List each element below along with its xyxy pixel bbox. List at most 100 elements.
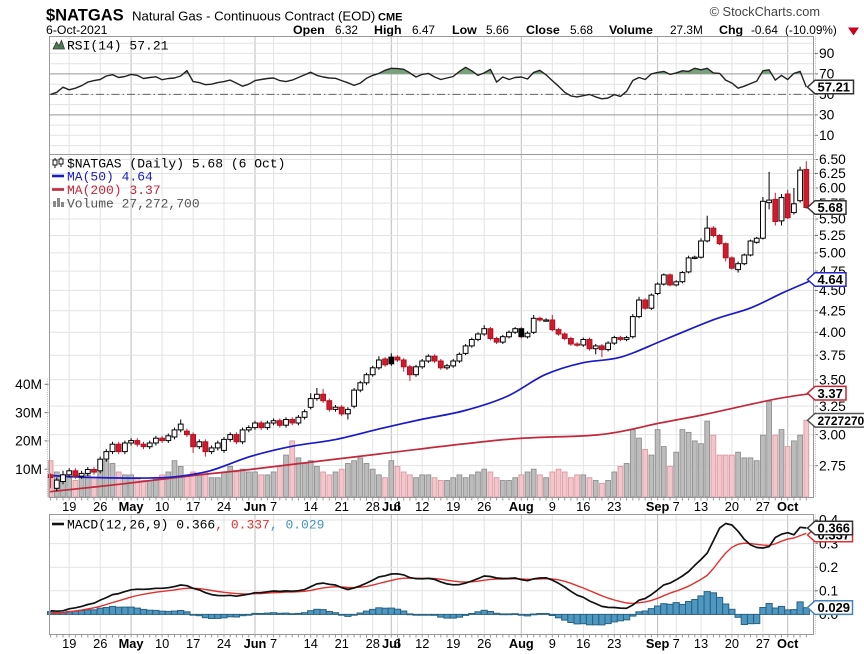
- svg-text:10: 10: [155, 636, 169, 651]
- svg-text:3.00: 3.00: [819, 427, 846, 442]
- svg-text:14: 14: [304, 499, 318, 514]
- svg-text:Jun: Jun: [244, 499, 267, 514]
- svg-text:6: 6: [394, 636, 401, 651]
- svg-text:30: 30: [819, 108, 835, 123]
- svg-text:5.50: 5.50: [819, 212, 846, 227]
- svg-text:Low: Low: [452, 23, 477, 37]
- svg-text:13: 13: [694, 499, 708, 514]
- svg-text:Sep: Sep: [646, 636, 670, 651]
- svg-text:3.50: 3.50: [819, 373, 846, 388]
- svg-text:$NATGAS: $NATGAS: [46, 7, 124, 25]
- svg-text:Volume: Volume: [609, 23, 653, 37]
- svg-text:26: 26: [93, 499, 107, 514]
- svg-text:21: 21: [335, 499, 349, 514]
- svg-text:17: 17: [186, 499, 200, 514]
- svg-text:12: 12: [415, 636, 429, 651]
- svg-text:27: 27: [756, 636, 770, 651]
- svg-text:7: 7: [270, 636, 277, 651]
- svg-text:4.25: 4.25: [819, 303, 846, 318]
- svg-text:$NATGAS (Daily) 5.68 (6 Oct): $NATGAS (Daily) 5.68 (6 Oct): [67, 157, 285, 172]
- svg-text:57.21: 57.21: [818, 80, 851, 95]
- svg-text:10: 10: [819, 128, 835, 143]
- svg-text:28: 28: [366, 636, 380, 651]
- svg-text:-0.64: -0.64: [751, 23, 778, 37]
- svg-text:6.32: 6.32: [335, 23, 358, 37]
- svg-text:CME: CME: [378, 12, 402, 24]
- svg-text:90: 90: [819, 46, 835, 61]
- svg-text:28: 28: [366, 499, 380, 514]
- svg-text:(-10.09%): (-10.09%): [785, 23, 837, 37]
- svg-text:Open: Open: [293, 23, 325, 37]
- svg-text:Natural Gas - Continuous Contr: Natural Gas - Continuous Contract (EOD): [132, 9, 375, 24]
- svg-text:23: 23: [607, 636, 621, 651]
- svg-text:MACD(12,26,9) 0.366, 0.337, 0.: MACD(12,26,9) 0.366, 0.337, 0.029: [67, 518, 324, 533]
- svg-text:20: 20: [725, 636, 739, 651]
- svg-text:Jul: Jul: [382, 499, 401, 514]
- svg-text:26: 26: [477, 636, 491, 651]
- svg-text:16: 16: [576, 499, 590, 514]
- svg-text:3.37: 3.37: [818, 386, 843, 401]
- svg-text:26: 26: [93, 636, 107, 651]
- svg-text:3.25: 3.25: [819, 399, 846, 414]
- svg-text:Jul: Jul: [382, 636, 401, 651]
- svg-text:6.50: 6.50: [819, 152, 846, 167]
- svg-text:0.366: 0.366: [818, 521, 851, 536]
- svg-text:Oct: Oct: [777, 636, 799, 651]
- svg-text:Sep: Sep: [646, 499, 670, 514]
- svg-text:0.029: 0.029: [818, 600, 851, 615]
- svg-text:May: May: [119, 499, 145, 514]
- svg-text:13: 13: [694, 636, 708, 651]
- svg-text:24: 24: [217, 499, 231, 514]
- svg-text:6.25: 6.25: [819, 166, 846, 181]
- svg-text:6: 6: [394, 499, 401, 514]
- svg-text:5.68: 5.68: [818, 200, 843, 215]
- svg-text:40M: 40M: [15, 377, 42, 392]
- svg-text:6.00: 6.00: [819, 181, 846, 196]
- svg-text:5.00: 5.00: [819, 246, 846, 261]
- svg-text:12: 12: [415, 499, 429, 514]
- svg-text:7: 7: [673, 499, 680, 514]
- svg-text:26: 26: [477, 499, 491, 514]
- svg-text:Chg: Chg: [719, 23, 743, 37]
- svg-text:4.00: 4.00: [819, 325, 846, 340]
- svg-text:20: 20: [725, 499, 739, 514]
- svg-text:5.66: 5.66: [486, 23, 509, 37]
- svg-text:7: 7: [673, 636, 680, 651]
- svg-text:19: 19: [446, 636, 460, 651]
- svg-text:5.25: 5.25: [819, 228, 846, 243]
- svg-text:6-Oct-2021: 6-Oct-2021: [46, 23, 108, 37]
- svg-text:MA(200) 3.37: MA(200) 3.37: [67, 183, 161, 198]
- svg-text:10M: 10M: [15, 462, 42, 477]
- svg-text:3.75: 3.75: [819, 348, 846, 363]
- svg-text:4.64: 4.64: [818, 272, 844, 287]
- svg-text:70: 70: [819, 67, 835, 82]
- svg-text:© StockCharts.com: © StockCharts.com: [710, 4, 820, 19]
- svg-text:9: 9: [549, 499, 556, 514]
- svg-text:17: 17: [186, 636, 200, 651]
- svg-text:7: 7: [270, 499, 277, 514]
- svg-text:19: 19: [446, 499, 460, 514]
- svg-text:5.68: 5.68: [570, 23, 593, 37]
- svg-text:Oct: Oct: [777, 499, 799, 514]
- svg-text:RSI(14) 57.21: RSI(14) 57.21: [67, 39, 169, 54]
- svg-text:27: 27: [756, 499, 770, 514]
- svg-text:24: 24: [217, 636, 231, 651]
- svg-text:0.1: 0.1: [819, 584, 838, 599]
- svg-text:High: High: [374, 23, 402, 37]
- svg-text:20M: 20M: [15, 434, 42, 449]
- svg-text:19: 19: [62, 499, 76, 514]
- svg-text:21: 21: [335, 636, 349, 651]
- svg-text:9: 9: [549, 636, 556, 651]
- svg-text:30M: 30M: [15, 405, 42, 420]
- svg-text:May: May: [119, 636, 145, 651]
- svg-text:0.2: 0.2: [819, 560, 838, 575]
- svg-text:16: 16: [576, 636, 590, 651]
- svg-text:Close: Close: [526, 23, 560, 37]
- svg-text:MA(50) 4.64: MA(50) 4.64: [67, 170, 153, 185]
- svg-text:10: 10: [155, 499, 169, 514]
- svg-text:27.3M: 27.3M: [670, 23, 703, 37]
- svg-text:Jun: Jun: [244, 636, 267, 651]
- svg-text:Aug: Aug: [509, 636, 534, 651]
- svg-text:Volume 27,272,700: Volume 27,272,700: [67, 197, 200, 212]
